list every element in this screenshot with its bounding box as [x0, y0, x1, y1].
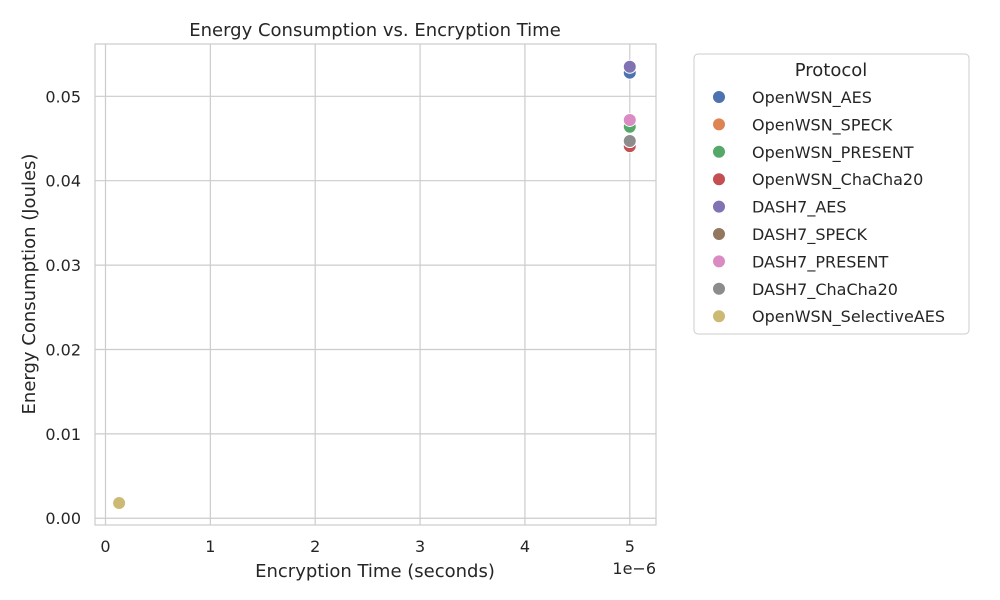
legend-entry-label: DASH7_PRESENT	[752, 252, 888, 272]
y-tick-label: 0.01	[45, 425, 81, 444]
legend-title: Protocol	[795, 60, 868, 81]
plot-area-frame	[94, 43, 657, 526]
legend-marker	[712, 90, 726, 104]
legend-marker	[712, 309, 726, 324]
y-axis-label: Energy Consumption (Joules)	[19, 154, 40, 415]
y-tick-label: 0.02	[45, 340, 81, 359]
legend-frame	[693, 53, 970, 335]
data-point-dash7-chacha20	[622, 134, 637, 149]
legend-items: OpenWSN_AES OpenWSN_SPECK OpenWSN_PRESENT O…	[712, 88, 945, 327]
y-tick-label: 0.03	[45, 256, 81, 275]
legend-marker	[712, 172, 726, 187]
legend-entry-label: OpenWSN_AES	[752, 88, 872, 108]
legend-entry-label: DASH7_ChaCha20	[752, 280, 898, 300]
x-axis-label: Encryption Time (seconds)	[255, 561, 495, 582]
x-tick-label: 4	[520, 537, 530, 556]
legend-marker	[712, 254, 726, 269]
y-tick-label: 0.00	[45, 509, 81, 528]
data-points	[112, 59, 637, 511]
y-tick-label: 0.04	[45, 172, 81, 191]
x-axis-offset-label: 1e−6	[612, 559, 656, 578]
data-point-dash7-present	[622, 112, 637, 127]
legend-marker	[712, 144, 726, 159]
legend-entry-label: OpenWSN_SelectiveAES	[752, 307, 945, 327]
x-tick-label: 1	[205, 537, 215, 556]
legend-entry-label: DASH7_AES	[752, 198, 847, 218]
x-tick-label: 0	[100, 537, 110, 556]
grid-lines	[95, 44, 656, 525]
legend-entry-label: OpenWSN_ChaCha20	[752, 170, 923, 190]
legend-marker	[712, 117, 726, 132]
legend-marker	[712, 281, 726, 296]
legend: Protocol OpenWSN_AESOpenWSN_SPECKOpenWSN…	[693, 53, 970, 335]
legend-entry-label: OpenWSN_SPECK	[752, 115, 893, 135]
x-tick-label: 3	[415, 537, 425, 556]
legend-marker	[712, 199, 726, 214]
x-tick-labels: 0 1 2 3 4 5	[100, 537, 634, 556]
data-point-dash7-aes	[622, 59, 637, 74]
legend-entry-label: OpenWSN_PRESENT	[752, 143, 914, 163]
chart-title: Energy Consumption vs. Encryption Time	[189, 20, 561, 41]
x-tick-label: 2	[310, 537, 320, 556]
y-tick-label: 0.05	[45, 87, 81, 106]
x-tick-label: 5	[625, 537, 635, 556]
legend-entry-label: DASH7_SPECK	[752, 225, 867, 245]
data-point-openwsn-selectiveaes	[112, 496, 127, 511]
legend-marker	[712, 227, 726, 241]
y-tick-labels: 0.00 0.01 0.02 0.03 0.04 0.05	[45, 87, 81, 528]
